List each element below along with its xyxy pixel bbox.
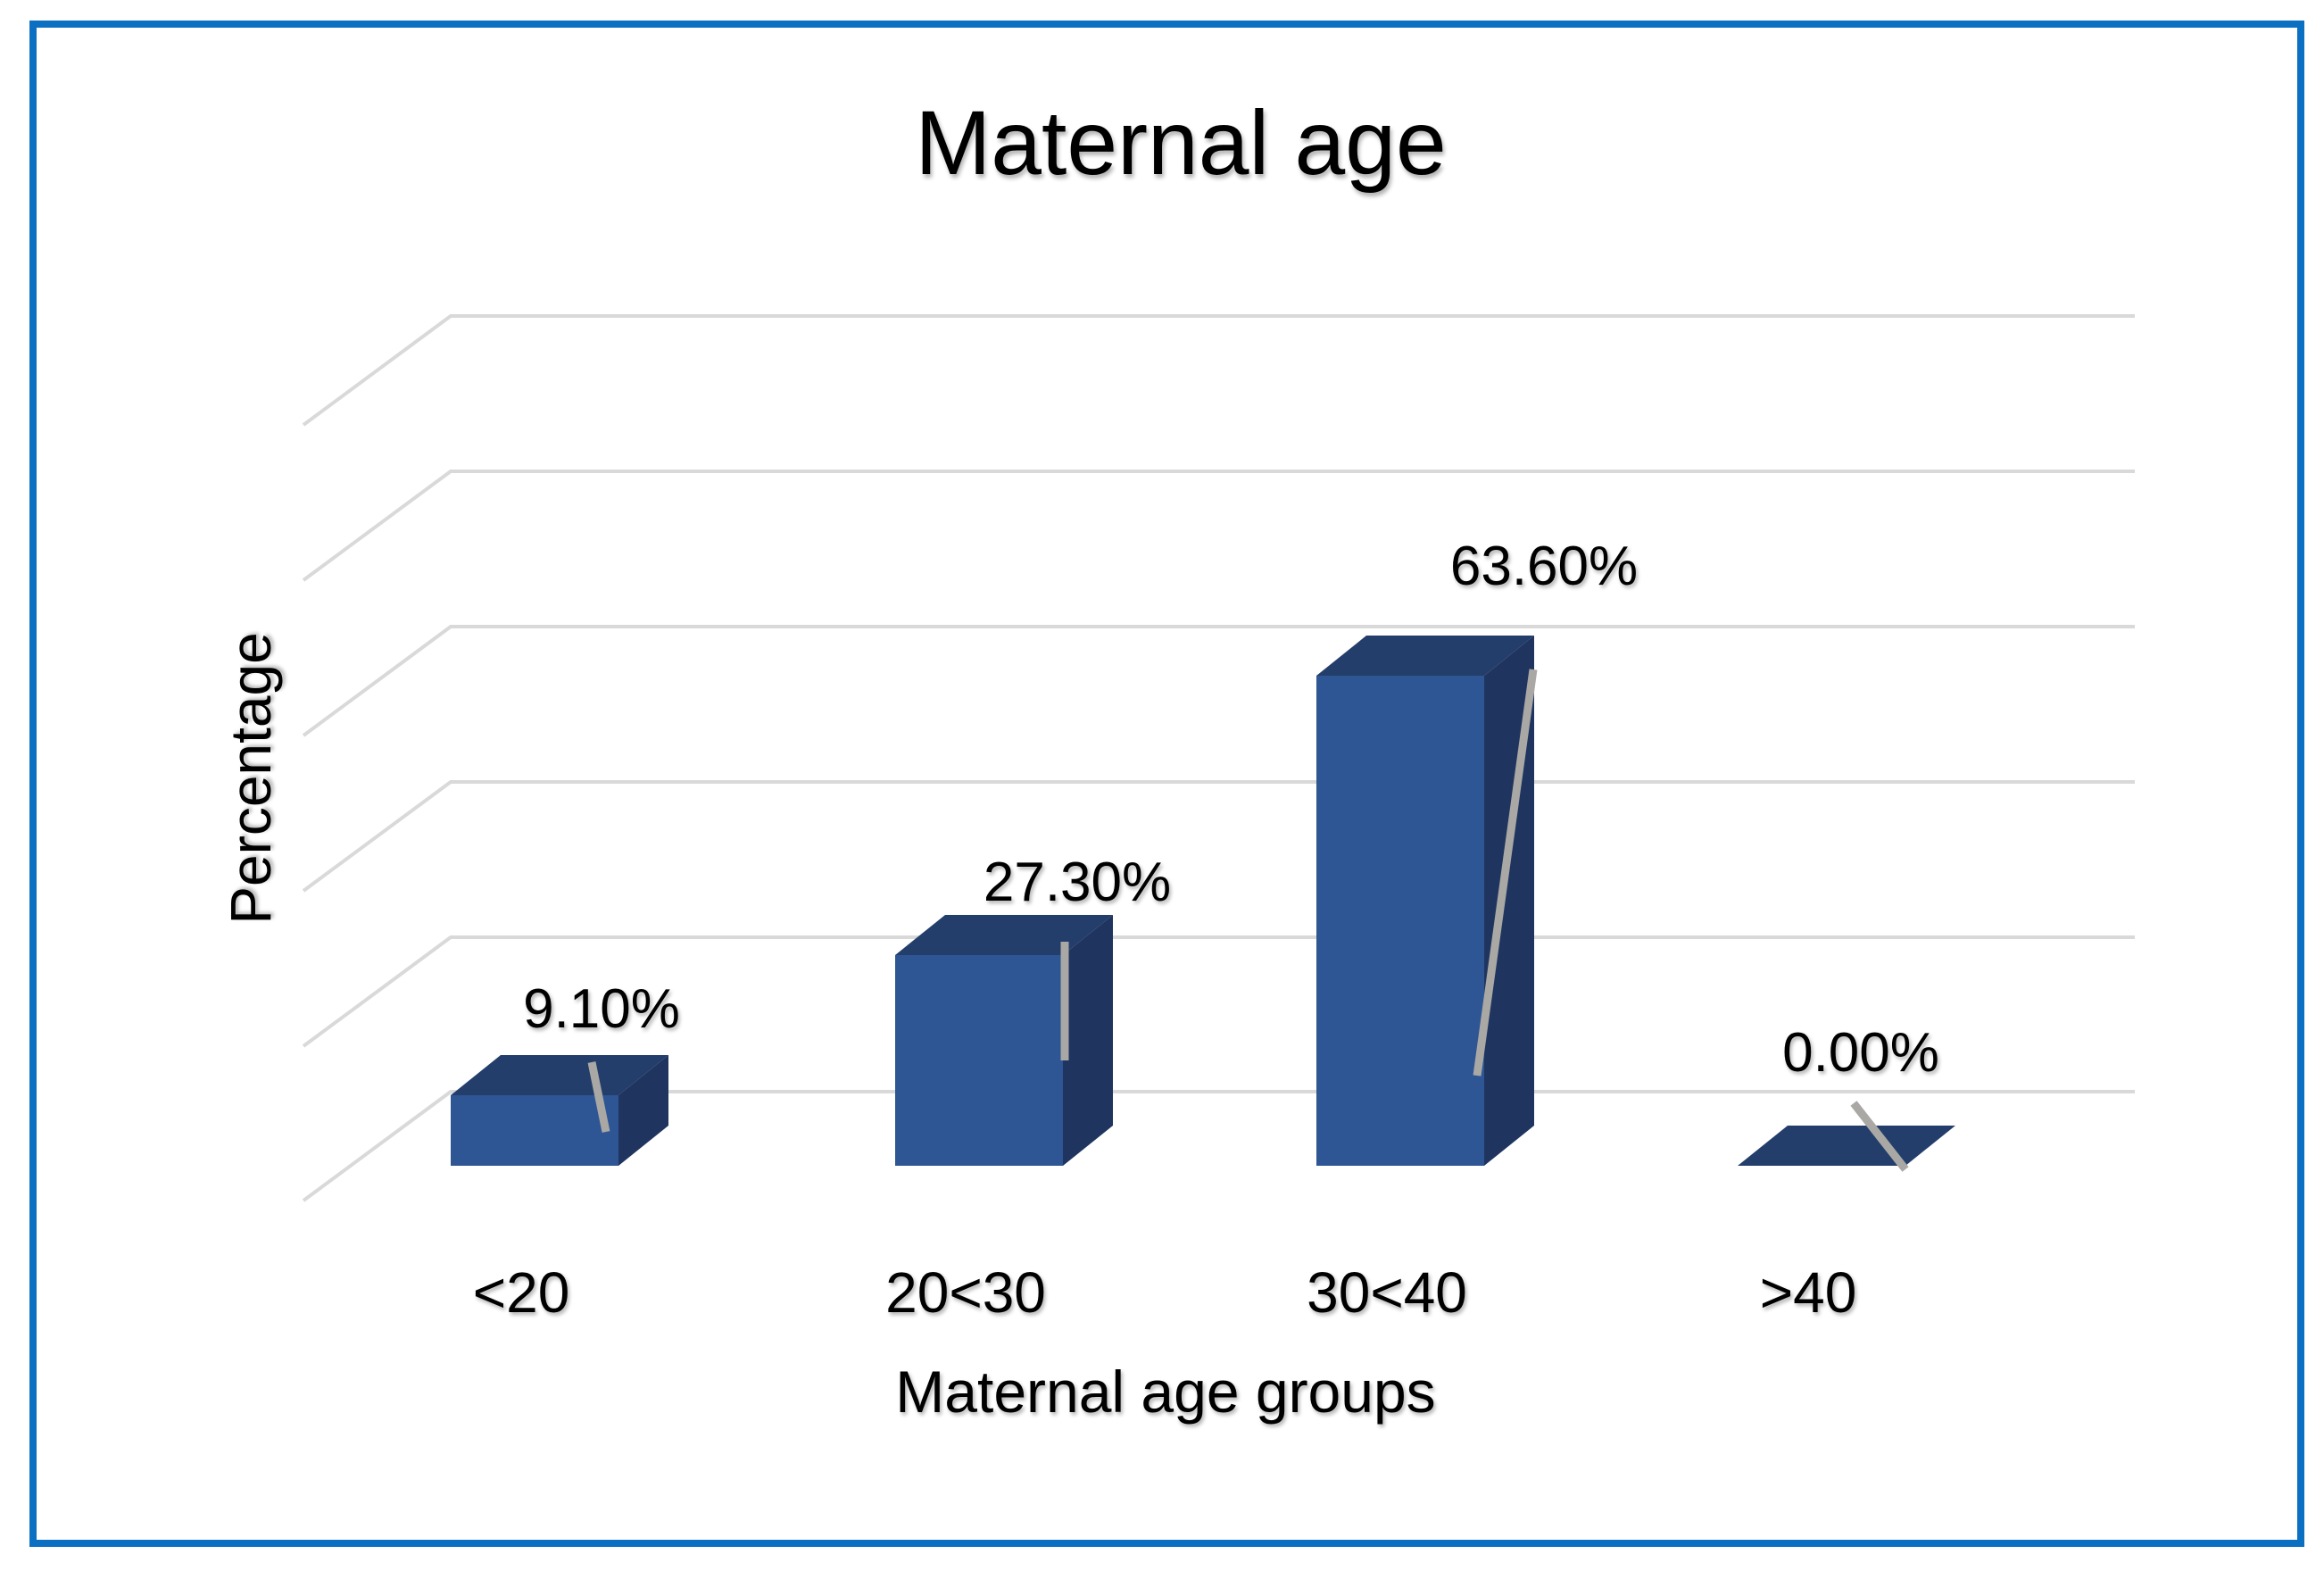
chart-title: Maternal age (915, 92, 1447, 194)
bar-front-face (451, 1095, 618, 1166)
label-leader-line (587, 1061, 610, 1133)
bar-top-face (895, 915, 1113, 955)
gridline (302, 470, 2135, 582)
data-labels-layer: 9.10% 27.30% 63.60% 0.00% (523, 536, 1939, 1084)
gridline (302, 314, 2135, 427)
data-label: 9.10% (523, 978, 680, 1040)
category-label: 20<30 (885, 1260, 1046, 1325)
leader-lines-layer (587, 669, 1909, 1172)
gridline (302, 625, 2135, 737)
bar-side-face (618, 1055, 668, 1166)
bars-layer (451, 636, 1955, 1166)
figure-border (29, 21, 2304, 1547)
x-axis-title: Maternal age groups (895, 1359, 1436, 1425)
bar-zero-slab (1738, 1126, 1955, 1166)
bar-top-face (1316, 636, 1534, 676)
bar-front-face (1316, 676, 1484, 1166)
gridline (302, 780, 2135, 893)
data-label: 27.30% (984, 852, 1171, 913)
gridline (302, 935, 2135, 1048)
category-label: >40 (1760, 1260, 1857, 1325)
bar-top-face (451, 1055, 668, 1095)
label-leader-line (1850, 1101, 1909, 1172)
gridline (302, 1090, 2135, 1202)
gridlines-layer (302, 314, 2135, 1202)
category-labels-layer: <20 20<30 30<40 >40 (473, 1260, 1857, 1325)
bar-side-face (1063, 915, 1113, 1166)
category-label: <20 (473, 1260, 570, 1325)
data-label: 63.60% (1450, 536, 1638, 597)
label-leader-line (1473, 669, 1538, 1076)
category-label: 30<40 (1307, 1260, 1467, 1325)
data-label: 0.00% (1782, 1022, 1939, 1084)
bar-front-face (895, 955, 1063, 1166)
